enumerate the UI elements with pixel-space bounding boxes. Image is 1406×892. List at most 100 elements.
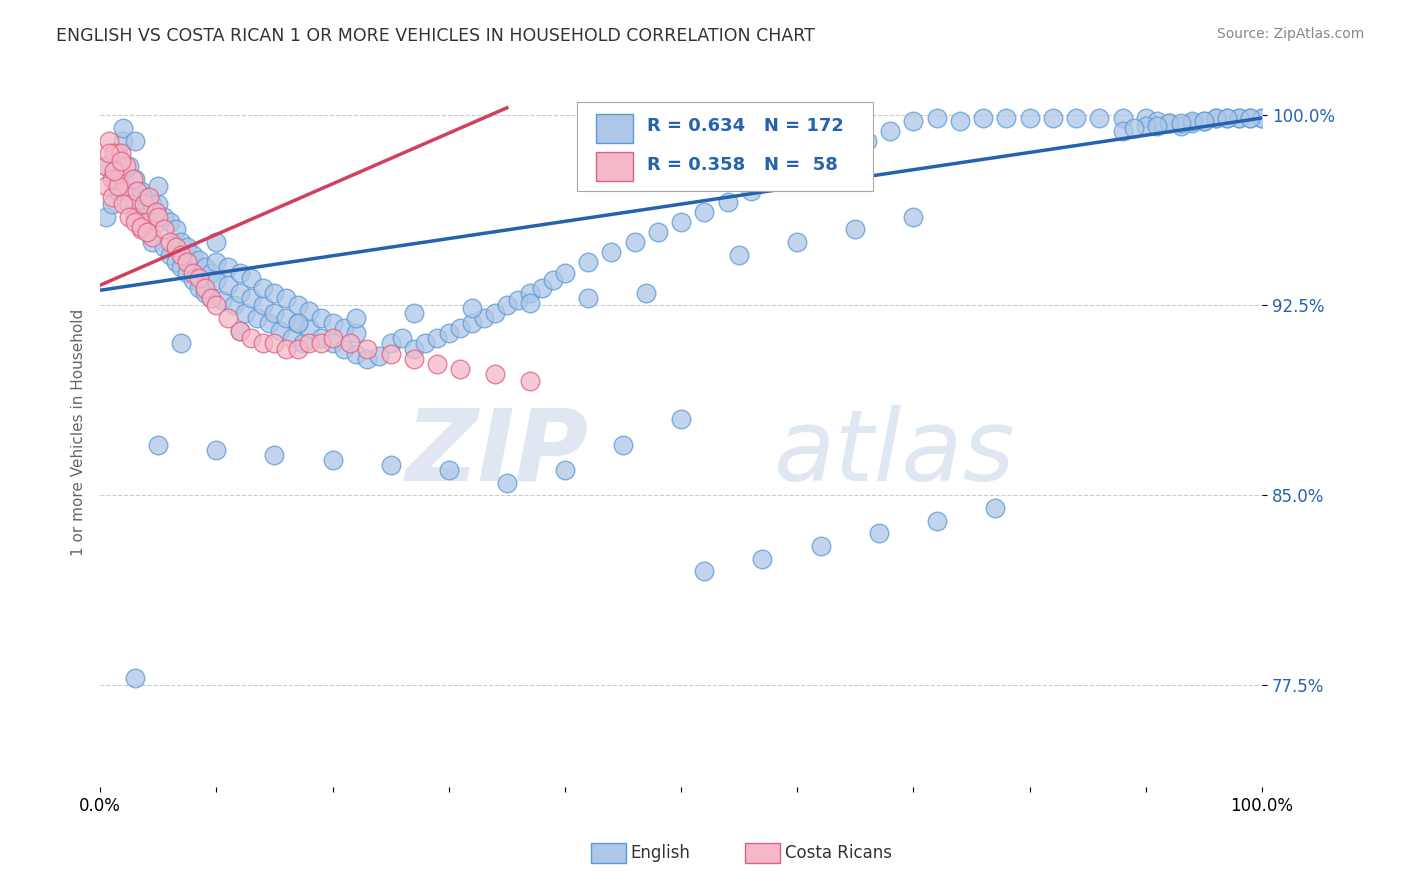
Point <box>217 260 239 275</box>
Text: English: English <box>630 844 690 862</box>
Point <box>984 501 1007 516</box>
Text: R = 0.634   N = 172: R = 0.634 N = 172 <box>647 117 844 136</box>
Point <box>112 185 135 199</box>
Point <box>321 331 343 345</box>
Point <box>1135 111 1157 125</box>
Point <box>112 197 135 211</box>
Point <box>170 235 193 249</box>
Point <box>100 171 122 186</box>
Point <box>121 171 143 186</box>
Point <box>1227 111 1250 125</box>
Point <box>925 111 948 125</box>
Point <box>740 185 762 199</box>
Point <box>170 336 193 351</box>
Point <box>1205 111 1227 125</box>
Point <box>368 349 391 363</box>
Point <box>124 210 146 224</box>
Point <box>728 248 751 262</box>
Point <box>112 121 135 136</box>
Point <box>1251 111 1274 125</box>
Point <box>170 248 193 262</box>
Point <box>181 248 204 262</box>
Point <box>1135 119 1157 133</box>
Point <box>716 194 738 209</box>
Point <box>127 185 149 199</box>
Point <box>194 260 217 275</box>
Point <box>187 270 209 285</box>
Point <box>263 448 285 462</box>
Y-axis label: 1 or more Vehicles in Household: 1 or more Vehicles in Household <box>72 309 86 556</box>
Point <box>228 266 250 280</box>
Point <box>519 285 541 300</box>
Point <box>844 222 866 236</box>
Point <box>148 438 170 452</box>
Point <box>508 293 530 308</box>
Point <box>1157 116 1180 130</box>
Point <box>100 197 122 211</box>
Point <box>530 281 553 295</box>
Point <box>181 273 204 287</box>
Text: Source: ZipAtlas.com: Source: ZipAtlas.com <box>1216 27 1364 41</box>
Point <box>274 291 297 305</box>
Point <box>1146 119 1168 133</box>
Point <box>148 197 170 211</box>
Point <box>112 134 135 148</box>
Point <box>94 210 117 224</box>
Point <box>263 306 285 320</box>
Point <box>339 336 361 351</box>
Point <box>165 240 187 254</box>
Point <box>252 281 274 295</box>
Point <box>751 551 773 566</box>
Point <box>263 336 285 351</box>
Point <box>118 210 141 224</box>
Point <box>426 331 449 345</box>
Point <box>995 111 1018 125</box>
Point <box>124 197 146 211</box>
Point <box>165 255 187 269</box>
Point <box>647 225 669 239</box>
Point <box>107 185 129 199</box>
Point <box>449 361 471 376</box>
Point <box>1123 121 1146 136</box>
Point <box>484 367 506 381</box>
Point <box>281 331 304 345</box>
Point <box>228 285 250 300</box>
Point <box>321 316 343 330</box>
Point <box>856 134 879 148</box>
Point <box>636 285 658 300</box>
Point <box>287 342 309 356</box>
Point <box>287 316 309 330</box>
Point <box>576 255 599 269</box>
Point <box>554 266 576 280</box>
Point <box>129 219 152 234</box>
Point <box>449 321 471 335</box>
Point <box>495 475 517 490</box>
Point <box>1064 111 1087 125</box>
Point <box>100 171 122 186</box>
Point <box>148 210 170 224</box>
Point <box>135 189 157 203</box>
Point <box>228 324 250 338</box>
Point <box>1181 116 1204 130</box>
Point <box>309 331 332 345</box>
Point <box>235 306 257 320</box>
Point <box>129 185 152 199</box>
Point <box>1227 111 1250 125</box>
Point <box>576 291 599 305</box>
Point <box>612 438 634 452</box>
Point <box>879 123 901 137</box>
Point <box>519 375 541 389</box>
Point <box>1216 111 1239 125</box>
Point <box>472 311 495 326</box>
Point <box>159 248 181 262</box>
Point <box>693 565 716 579</box>
Point <box>972 111 994 125</box>
Point <box>124 671 146 685</box>
Point <box>344 346 367 360</box>
FancyBboxPatch shape <box>576 103 873 191</box>
Point <box>415 336 437 351</box>
Point <box>1170 119 1192 133</box>
Point <box>1018 111 1040 125</box>
Point <box>903 210 925 224</box>
Text: ZIP: ZIP <box>405 405 588 502</box>
